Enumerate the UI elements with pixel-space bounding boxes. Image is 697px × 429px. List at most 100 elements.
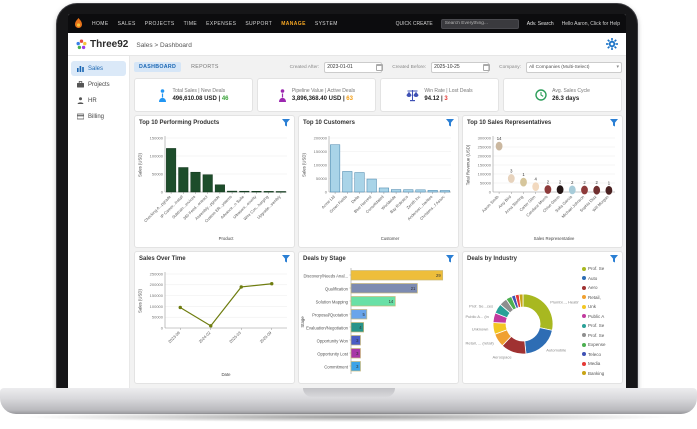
svg-text:29: 29 (436, 273, 441, 278)
laptop-base-notch (303, 388, 395, 397)
chart-title: Top 10 Performing Products (139, 120, 220, 126)
svg-text:Aaron Smith: Aaron Smith (481, 194, 500, 213)
filter-icon[interactable] (610, 255, 618, 263)
nav-item-sales[interactable]: SALES (117, 20, 136, 27)
company-select[interactable]: All Companies (Multi-Select) ▾ (526, 61, 622, 73)
sidebar-item-hr[interactable]: HR (71, 93, 126, 108)
svg-text:2: 2 (571, 180, 574, 185)
legend-item: Media (582, 361, 622, 366)
laptop-shadow (18, 412, 678, 422)
top-nav-bar: HOME SALES PROJECTS TIME EXPENSES SUPPOR… (68, 14, 626, 33)
kpi-count: 3 (444, 96, 448, 102)
svg-text:150000: 150000 (478, 162, 492, 167)
kpi-label: Avg. Sales Cycle (552, 88, 590, 94)
quick-create-button[interactable]: QUICK CREATE (395, 20, 433, 27)
filter-icon[interactable] (446, 119, 454, 127)
svg-text:Delta: Delta (350, 194, 361, 205)
nav-item-support[interactable]: SUPPORT (245, 20, 273, 27)
svg-text:0: 0 (489, 189, 492, 194)
legend-dot-icon (582, 342, 586, 347)
app-logo-icon (75, 18, 82, 28)
svg-text:2025-03: 2025-03 (228, 330, 242, 344)
svg-text:250000: 250000 (478, 144, 492, 149)
svg-text:3: 3 (356, 351, 359, 356)
sidebar-item-label: Projects (88, 81, 110, 88)
svg-text:200000: 200000 (150, 282, 164, 287)
legend-item: Prof. Se (582, 266, 622, 271)
chart-card-top-customers: Top 10 Customers 0 50000 100000 150000 20000… (298, 115, 459, 248)
calendar-icon[interactable] (376, 63, 384, 71)
svg-text:Automobile: Automobile (546, 348, 567, 353)
legend-label: Public A (588, 313, 605, 319)
search-input[interactable] (440, 18, 519, 29)
legend-item: Prof. Se (582, 323, 622, 328)
svg-text:2: 2 (583, 180, 586, 185)
billing-card-icon (77, 113, 84, 120)
filter-icon[interactable] (282, 119, 290, 127)
briefcase-icon (77, 81, 84, 88)
svg-text:100000: 100000 (150, 153, 164, 158)
sidebar-item-label: Billing (88, 113, 105, 120)
brand-bar: Three92 Sales > Dashboard (68, 33, 626, 56)
kpi-win-rate: Win Rate | Lost Deals 94.12 | 3 (380, 78, 499, 112)
chart-icon (77, 66, 84, 72)
adv-search-button[interactable]: Adv. Search (526, 20, 554, 27)
kpi-row: Total Sales | New Deals 496,610.08 USD |… (134, 78, 622, 112)
svg-text:Total Revenue (USD): Total Revenue (USD) (466, 144, 471, 185)
svg-text:Stage: Stage (300, 316, 305, 328)
chart-canvas: 0 50000 100000 150000 200000 250000 300000 Aaro… (463, 128, 622, 247)
created-after-label: Created After: (289, 64, 320, 70)
nav-item-system[interactable]: SYSTEM (314, 20, 338, 27)
chart-title: Top 10 Sales Representatives (467, 120, 552, 126)
svg-text:Proposal/Quotation: Proposal/Quotation (312, 313, 349, 318)
filter-row: DASHBOARD REPORTS Created After: Created… (134, 59, 622, 75)
legend-item: Prof. Se (582, 333, 622, 338)
sales-person-icon (159, 88, 167, 102)
created-before-input[interactable] (431, 61, 490, 73)
filter-icon[interactable] (282, 255, 290, 263)
user-help-link[interactable]: Hello Aaron, Click for Help (561, 20, 620, 27)
laptop-bezel: HOME SALES PROJECTS TIME EXPENSES SUPPOR… (57, 4, 637, 390)
sidebar-item-sales[interactable]: Sales (71, 61, 126, 76)
tab-dashboard[interactable]: DASHBOARD (134, 62, 182, 72)
tab-reports[interactable]: REPORTS (191, 64, 219, 70)
sidebar-item-projects[interactable]: Projects (71, 77, 126, 92)
gear-icon[interactable] (606, 38, 618, 50)
chart-canvas: 0 50000 100000 150000 Checking A...pgrade IP … (135, 128, 294, 247)
legend-item: Banking (582, 371, 622, 376)
svg-text:150000: 150000 (314, 149, 328, 154)
filter-icon[interactable] (446, 255, 454, 263)
clock-icon (535, 89, 547, 101)
chart-canvas: Discovery/Needs Anal... 29 Qualification 21… (299, 264, 458, 383)
legend-label: Prof. Se (588, 332, 605, 338)
legend-label: Auto (588, 275, 598, 281)
legend-dot-icon (582, 285, 586, 290)
svg-text:1: 1 (522, 172, 525, 177)
sidebar-item-label: HR (88, 97, 97, 104)
sidebar-item-billing[interactable]: Billing (71, 109, 126, 124)
svg-text:200000: 200000 (478, 153, 492, 158)
person-icon (77, 97, 84, 104)
legend-dot-icon (582, 361, 586, 366)
nav-item-time[interactable]: TIME (183, 20, 198, 27)
legend-item: Teleco (582, 352, 622, 357)
nav-item-expenses[interactable]: EXPENSES (206, 20, 237, 27)
svg-text:Opportunity Lost: Opportunity Lost (317, 352, 349, 357)
legend-label: Banking (588, 370, 605, 376)
calendar-icon[interactable] (483, 63, 491, 71)
chart-canvas: Plumbi..., Heating) Automobile Aerospace Re… (463, 264, 622, 383)
chart-card-top-sales-reps: Top 10 Sales Representatives 0 50000 10000… (462, 115, 623, 248)
svg-text:Public A... (in: Public A... (in (465, 314, 488, 319)
svg-text:3: 3 (510, 169, 513, 174)
created-after-input[interactable] (324, 61, 383, 73)
svg-text:Aerospace: Aerospace (493, 355, 513, 360)
filter-icon[interactable] (610, 119, 618, 127)
kpi-total-sales: Total Sales | New Deals 496,610.08 USD |… (134, 78, 253, 112)
kpi-label: Pipeline Value | Active Deals (291, 88, 356, 94)
nav-item-projects[interactable]: PROJECTS (144, 20, 175, 27)
legend-label: Media (588, 361, 601, 366)
svg-text:50000: 50000 (152, 315, 164, 320)
svg-text:2024-02: 2024-02 (198, 330, 212, 344)
nav-item-home[interactable]: HOME (92, 20, 109, 27)
nav-item-manage[interactable]: MANAGE (281, 20, 306, 27)
